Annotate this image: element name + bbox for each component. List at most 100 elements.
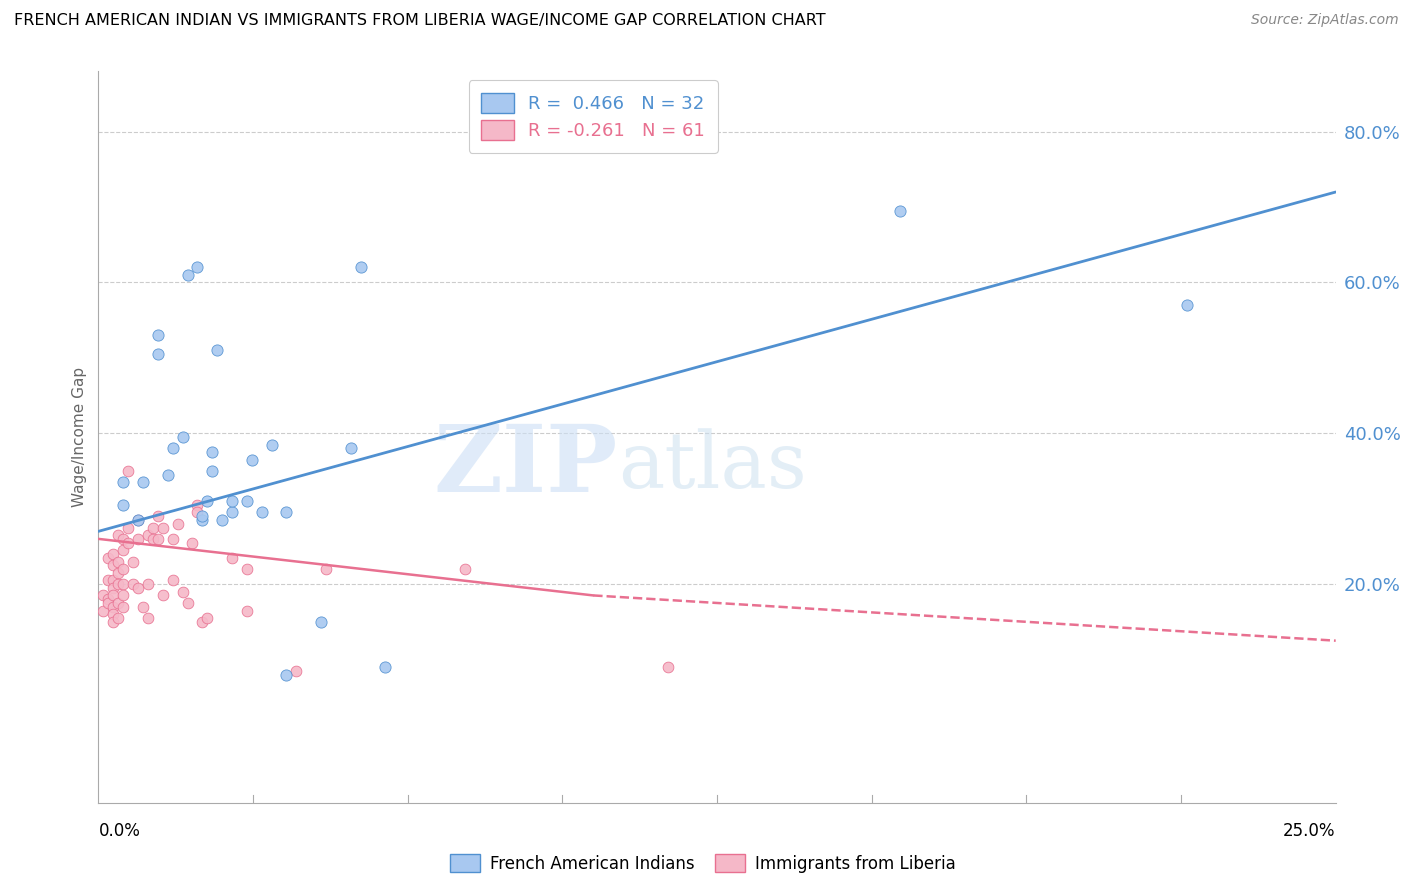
Point [221, 550, 243, 565]
Point [127, 513, 149, 527]
Point [191, 615, 214, 629]
Point [97, 550, 120, 565]
Point [142, 532, 165, 546]
Point [285, 664, 308, 678]
Point [146, 509, 169, 524]
Point [112, 562, 135, 576]
Point [340, 442, 363, 456]
Point [146, 347, 169, 361]
Point [97, 592, 120, 607]
Point [186, 260, 208, 275]
Point [240, 452, 263, 467]
Point [103, 574, 125, 588]
Point [107, 611, 129, 625]
Point [103, 599, 125, 614]
Point [136, 577, 159, 591]
Point [657, 660, 679, 674]
Point [112, 599, 135, 614]
Point [236, 603, 259, 617]
Point [93, 589, 115, 603]
Point [221, 494, 243, 508]
Point [93, 603, 115, 617]
Point [112, 589, 135, 603]
Point [162, 532, 184, 546]
Point [142, 520, 165, 534]
Point [103, 547, 125, 561]
Point [146, 532, 169, 546]
Point [132, 599, 155, 614]
Point [127, 513, 149, 527]
Point [152, 520, 174, 534]
Point [374, 660, 396, 674]
Point [205, 343, 228, 358]
Point [112, 475, 135, 490]
Point [191, 513, 214, 527]
Point [162, 442, 184, 456]
Point [132, 475, 155, 490]
Point [117, 535, 139, 549]
Point [201, 464, 224, 478]
Point [315, 562, 337, 576]
Point [162, 574, 184, 588]
Point [152, 589, 174, 603]
Point [236, 562, 259, 576]
Y-axis label: Wage/Income Gap: Wage/Income Gap [72, 367, 87, 508]
Point [107, 596, 129, 610]
Point [136, 611, 159, 625]
Point [127, 532, 149, 546]
Point [260, 437, 283, 451]
Point [103, 589, 125, 603]
Point [309, 615, 332, 629]
Point [186, 506, 208, 520]
Point [186, 498, 208, 512]
Point [176, 268, 198, 282]
Point [201, 445, 224, 459]
Point [107, 554, 129, 568]
Point [103, 558, 125, 573]
Point [136, 528, 159, 542]
Text: FRENCH AMERICAN INDIAN VS IMMIGRANTS FROM LIBERIA WAGE/INCOME GAP CORRELATION CH: FRENCH AMERICAN INDIAN VS IMMIGRANTS FRO… [14, 13, 825, 29]
Legend: R =  0.466   N = 32, R = -0.261   N = 61: R = 0.466 N = 32, R = -0.261 N = 61 [468, 80, 718, 153]
Point [176, 596, 198, 610]
Point [117, 520, 139, 534]
Point [107, 528, 129, 542]
Point [103, 607, 125, 622]
Point [195, 494, 218, 508]
Point [103, 615, 125, 629]
Point [146, 328, 169, 343]
Point [127, 581, 149, 595]
Point [107, 566, 129, 580]
Point [276, 506, 298, 520]
Point [276, 667, 298, 681]
Point [122, 577, 145, 591]
Point [1175, 298, 1198, 312]
Point [181, 535, 204, 549]
Point [97, 596, 120, 610]
Text: 0.0%: 0.0% [98, 822, 141, 839]
Point [97, 574, 120, 588]
Point [112, 498, 135, 512]
Point [172, 430, 194, 444]
Point [889, 203, 911, 218]
Point [195, 611, 218, 625]
Text: 25.0%: 25.0% [1284, 822, 1336, 839]
Point [453, 562, 475, 576]
Point [172, 584, 194, 599]
Point [117, 464, 139, 478]
Text: atlas: atlas [619, 428, 807, 504]
Point [112, 543, 135, 558]
Point [107, 577, 129, 591]
Point [211, 513, 233, 527]
Point [250, 506, 273, 520]
Text: ZIP: ZIP [434, 421, 619, 511]
Point [122, 554, 145, 568]
Point [156, 467, 179, 482]
Point [236, 494, 259, 508]
Point [350, 260, 373, 275]
Point [112, 532, 135, 546]
Point [166, 516, 188, 531]
Point [103, 581, 125, 595]
Legend: French American Indians, Immigrants from Liberia: French American Indians, Immigrants from… [444, 847, 962, 880]
Point [112, 577, 135, 591]
Point [221, 506, 243, 520]
